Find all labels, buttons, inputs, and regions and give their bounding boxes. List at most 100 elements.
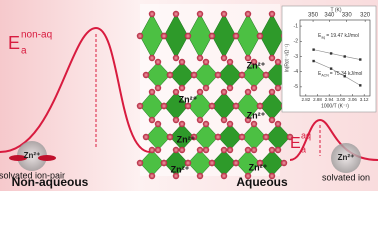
species-label: solvated ion-pair xyxy=(0,170,65,180)
oxygen-atom xyxy=(250,58,258,66)
oxygen-atom xyxy=(190,71,198,79)
oxygen-atom xyxy=(226,84,234,92)
energy-sup: aq xyxy=(301,130,311,140)
oxygen-atom xyxy=(148,10,156,18)
y-tick-label: -1 xyxy=(294,23,299,29)
annotation-part: E xyxy=(318,71,322,77)
oxygen-atom xyxy=(268,116,276,124)
oxygen-atom xyxy=(256,32,264,40)
y-tick-label: -3 xyxy=(294,54,299,60)
energy-label-right: E aq a xyxy=(290,130,311,154)
zn-ion-label: Zn²⁺ xyxy=(177,134,196,144)
oxygen-atom xyxy=(220,88,228,96)
anion-left xyxy=(9,155,27,161)
oxygen-atom xyxy=(268,88,276,96)
oxygen-atom xyxy=(226,120,234,128)
oxygen-atom xyxy=(202,146,210,154)
oxygen-atom xyxy=(172,146,180,154)
oxygen-atom xyxy=(244,10,252,18)
oxygen-atom xyxy=(220,172,228,180)
oxygen-atom xyxy=(262,133,270,141)
oxygen-atom xyxy=(178,84,186,92)
oxygen-atom xyxy=(244,88,252,96)
y-tick-label: -5 xyxy=(294,84,299,90)
oxygen-atom xyxy=(196,88,204,96)
annotation-part: E xyxy=(318,33,322,39)
zn-ion-label: Zn²⁺ xyxy=(249,162,268,172)
oxygen-atom xyxy=(208,102,216,110)
ion-label: Zn²⁺ xyxy=(24,151,41,160)
oxygen-atom xyxy=(274,120,282,128)
oxygen-atom xyxy=(202,120,210,128)
crystal-structure: Zn²⁺ Zn²⁺ Zn²⁺ Zn²⁺ Zn²⁺ Zn²⁺ xyxy=(136,4,294,180)
data-point xyxy=(359,84,362,87)
top-tick-label: 350 xyxy=(308,13,319,19)
oxygen-atom xyxy=(148,54,156,62)
oxygen-atom xyxy=(220,116,228,124)
plot-area xyxy=(299,19,371,97)
oxygen-atom xyxy=(256,159,264,167)
oxygen-atom xyxy=(190,133,198,141)
oxygen-atom xyxy=(196,146,204,154)
oxygen-atom xyxy=(196,172,204,180)
oxygen-atom xyxy=(196,10,204,18)
oxygen-atom xyxy=(148,88,156,96)
x-tick-label: 2.82 xyxy=(301,97,310,102)
oxygen-atom xyxy=(202,58,210,66)
oxygen-atom xyxy=(244,172,252,180)
oxygen-atom xyxy=(136,32,144,40)
x-tick-label: 3.12 xyxy=(360,97,369,102)
oxygen-atom xyxy=(250,120,258,128)
x-tick-label: 2.88 xyxy=(313,97,322,102)
annotation: EACN= 75.34 kJ/mol xyxy=(318,71,362,77)
oxygen-atom xyxy=(208,159,216,167)
phase-label: Non-aqueous xyxy=(12,175,89,189)
data-point xyxy=(329,67,333,70)
energy-label-left: E non-aq a xyxy=(8,30,52,57)
oxygen-atom xyxy=(262,71,270,79)
energy-curve-left xyxy=(0,26,151,153)
oxygen-atom xyxy=(154,146,162,154)
top-tick-label: 320 xyxy=(360,13,371,19)
oxygen-atom xyxy=(136,102,144,110)
oxygen-atom xyxy=(244,116,252,124)
oxygen-atom xyxy=(208,32,216,40)
oxygen-atom xyxy=(184,159,192,167)
top-tick-label: 330 xyxy=(342,13,353,19)
oxygen-atom xyxy=(232,102,240,110)
y-tick-label: -4 xyxy=(294,69,299,75)
oxygen-atom xyxy=(154,120,162,128)
anion-right xyxy=(38,155,56,161)
annotation-part: aq xyxy=(321,35,325,39)
oxygen-atom xyxy=(238,133,246,141)
ion-sphere-right xyxy=(331,143,361,173)
zn-ion-label: Zn²⁺ xyxy=(179,94,198,104)
oxygen-atom xyxy=(226,146,234,154)
oxygen-atom xyxy=(268,10,276,18)
data-point xyxy=(359,58,362,61)
oxygen-atom xyxy=(154,58,162,66)
oxygen-atom xyxy=(142,133,150,141)
x-tick-label: 2.94 xyxy=(325,97,334,102)
energy-sup: non-aq xyxy=(21,30,52,41)
oxygen-atom xyxy=(178,146,186,154)
oxygen-atom xyxy=(166,133,174,141)
oxygen-atom xyxy=(160,159,168,167)
oxygen-atom xyxy=(256,102,264,110)
data-point xyxy=(343,55,346,58)
graphical-abstract: Zn²⁺ Zn²⁺ Zn²⁺ Zn²⁺ Zn²⁺ Zn²⁺ Zn²⁺ Zn²⁺ solva… xyxy=(0,0,378,191)
oxygen-atom xyxy=(178,120,186,128)
inset-chart: -1 -2 -3 -4 -5 2.82 2.88 2.94 3.00 3.06 3.12 350 340… xyxy=(281,5,377,113)
data-point xyxy=(329,52,333,55)
oxygen-atom xyxy=(250,146,258,154)
ion-label: Zn²⁺ xyxy=(338,153,355,162)
x-tick-label: 3.00 xyxy=(336,97,345,102)
x-axis-label: 1000/T (K⁻¹) xyxy=(321,103,349,109)
oxygen-atom xyxy=(196,116,204,124)
oxygen-atom xyxy=(238,71,246,79)
oxygen-atom xyxy=(286,133,294,141)
energy-symbol: E xyxy=(290,135,301,152)
annotation-part: = 75.34 kJ/mol xyxy=(330,71,363,77)
top-tick-label: 340 xyxy=(324,13,335,19)
oxygen-atom xyxy=(220,54,228,62)
